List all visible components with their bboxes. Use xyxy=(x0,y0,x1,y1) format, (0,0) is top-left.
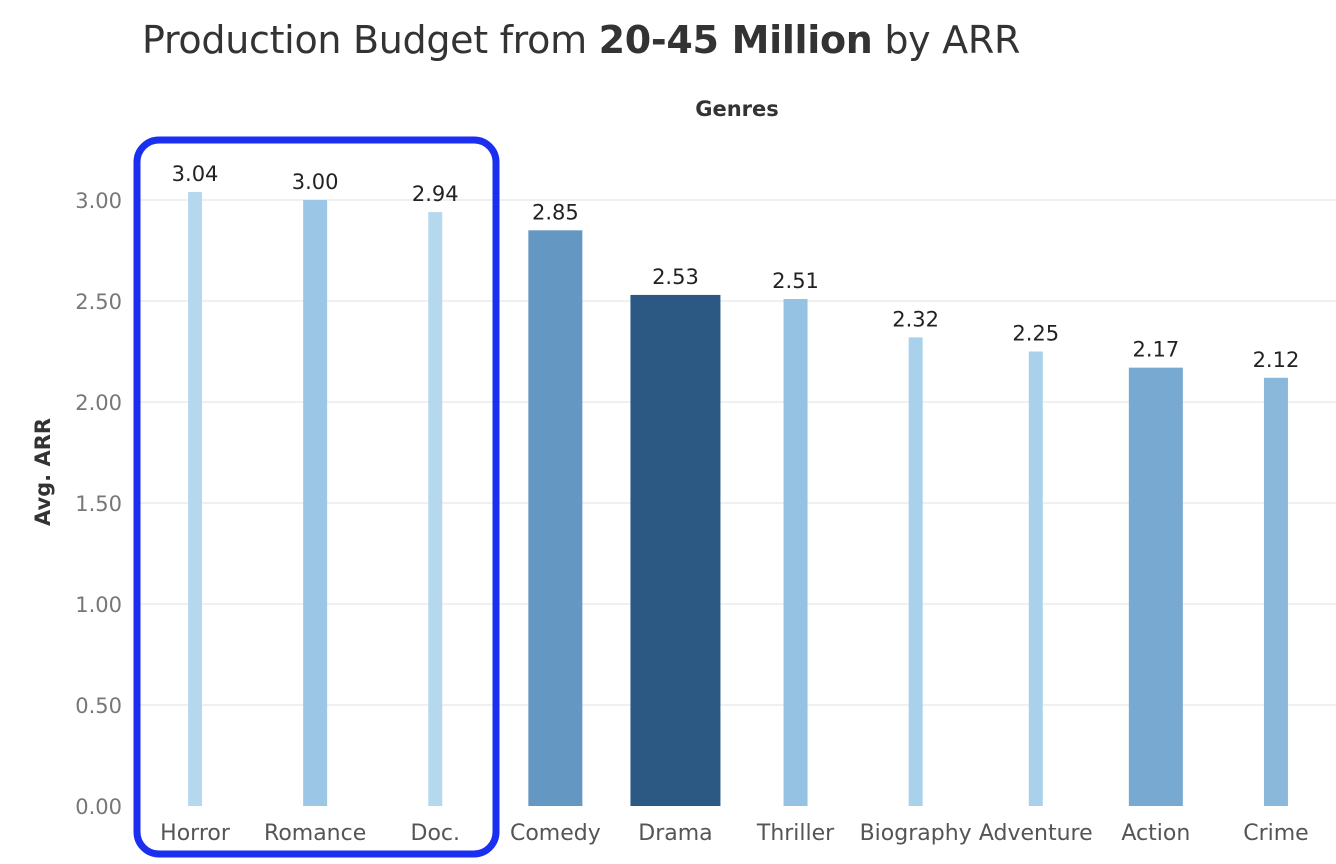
data-label: 3.00 xyxy=(292,170,339,194)
category-label: Adventure xyxy=(979,821,1093,846)
chart-title-emphasis: 20-45 Million xyxy=(598,18,873,62)
data-label: 2.25 xyxy=(1012,322,1059,346)
data-label: 2.17 xyxy=(1132,338,1179,362)
data-labels: 3.04 3.00 2.94 2.85 2.53 2.51 2.32 2.25 2.17 2.12 xyxy=(172,162,1300,372)
bars xyxy=(188,191,1288,807)
y-tick-label: 2.00 xyxy=(75,391,122,415)
y-axis-title: Avg. ARR xyxy=(31,418,55,526)
chart-title-prefix: Production Budget from xyxy=(142,18,599,62)
data-label: 3.04 xyxy=(172,162,219,186)
data-label: 2.53 xyxy=(652,265,699,289)
category-label: Doc. xyxy=(411,821,461,846)
highlight-box xyxy=(133,136,500,858)
y-axis-ticks: 0.00 0.50 1.00 1.50 2.00 2.50 3.00 xyxy=(75,189,122,819)
data-label: 2.51 xyxy=(772,269,819,293)
category-label: Horror xyxy=(160,821,231,846)
bar-thriller[interactable] xyxy=(783,298,808,806)
category-label: Crime xyxy=(1243,821,1308,846)
y-tick-label: 0.00 xyxy=(75,795,122,819)
category-label: Biography xyxy=(860,821,972,846)
y-tick-label: 0.50 xyxy=(75,694,122,718)
bar-horror[interactable] xyxy=(188,191,203,807)
bar-drama[interactable] xyxy=(630,294,721,806)
data-label: 2.85 xyxy=(532,200,579,224)
bar-comedy[interactable] xyxy=(528,230,583,807)
data-label: 2.12 xyxy=(1253,348,1300,372)
y-tick-label: 1.50 xyxy=(75,492,122,516)
category-label: Romance xyxy=(264,821,366,846)
y-tick-label: 3.00 xyxy=(75,189,122,213)
bar-action[interactable] xyxy=(1128,367,1183,806)
category-label: Thriller xyxy=(756,821,835,846)
bar-biography[interactable] xyxy=(908,337,923,806)
bar-romance[interactable] xyxy=(303,200,328,806)
chart-title-suffix: by ARR xyxy=(872,18,1021,62)
data-label: 2.32 xyxy=(892,307,939,331)
data-label: 2.94 xyxy=(412,182,459,206)
category-label: Action xyxy=(1121,821,1190,846)
bar-doc[interactable] xyxy=(428,212,443,806)
x-axis-categories: Horror Romance Doc. Comedy Drama Thriller Biog… xyxy=(160,821,1309,846)
category-label: Drama xyxy=(638,821,712,846)
y-tick-label: 1.00 xyxy=(75,593,122,617)
y-tick-label: 2.50 xyxy=(75,290,122,314)
category-label: Comedy xyxy=(510,821,601,846)
chart-title: Production Budget from 20-45 Million by … xyxy=(142,18,1020,62)
bar-adventure[interactable] xyxy=(1028,351,1043,807)
x-axis-title: Genres xyxy=(695,97,779,121)
bar-crime[interactable] xyxy=(1263,377,1288,806)
